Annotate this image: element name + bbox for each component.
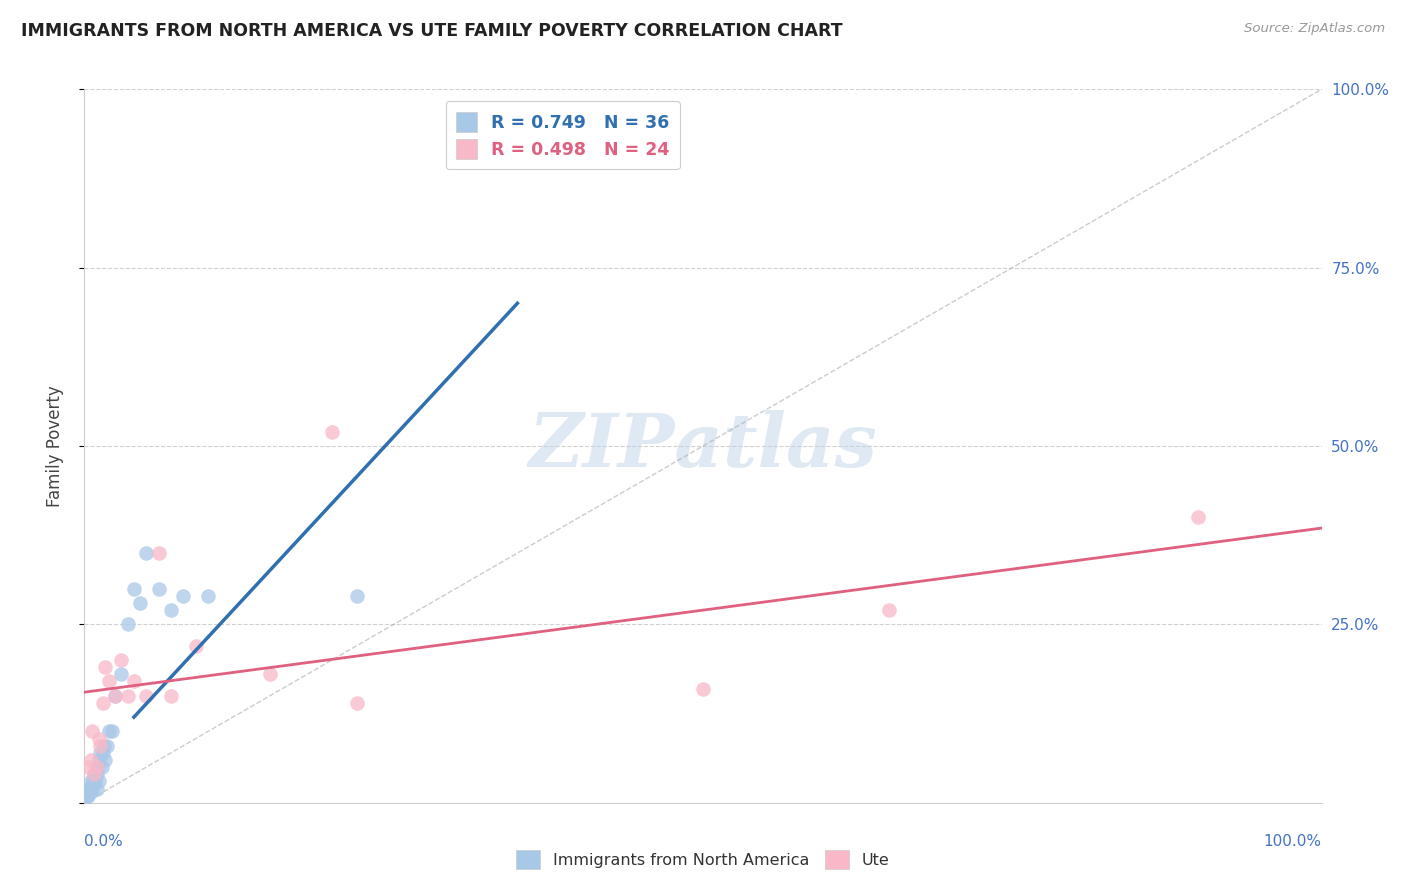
Point [83, 767, 105, 781]
Point [321, 425, 343, 439]
Point [79, 785, 101, 799]
Legend: Immigrants from North America, Ute: Immigrants from North America, Ute [508, 842, 898, 877]
Point [77, 760, 100, 774]
Point [96, 739, 118, 753]
Point [89, 731, 111, 746]
Point [110, 667, 132, 681]
Point [87, 760, 110, 774]
Text: ZIP​atlas: ZIP​atlas [529, 409, 877, 483]
Point [79, 753, 101, 767]
Point [160, 603, 183, 617]
Point [89, 739, 111, 753]
Point [1187, 510, 1209, 524]
Point [77, 781, 100, 796]
Point [86, 767, 108, 781]
Point [77, 789, 100, 803]
Text: IMMIGRANTS FROM NORTH AMERICA VS UTE FAMILY POVERTY CORRELATION CHART: IMMIGRANTS FROM NORTH AMERICA VS UTE FAM… [21, 22, 842, 40]
Point [80, 724, 103, 739]
Text: 0.0%: 0.0% [84, 834, 124, 849]
Point [80, 781, 103, 796]
Point [79, 781, 101, 796]
Point [86, 781, 108, 796]
Text: Source: ZipAtlas.com: Source: ZipAtlas.com [1244, 22, 1385, 36]
Point [91, 746, 114, 760]
Point [110, 653, 132, 667]
Point [160, 689, 183, 703]
Point [100, 724, 122, 739]
Point [94, 753, 117, 767]
Point [84, 774, 107, 789]
Point [98, 724, 121, 739]
Point [89, 753, 111, 767]
Point [197, 589, 219, 603]
Point [129, 596, 152, 610]
Point [135, 689, 157, 703]
Point [184, 639, 207, 653]
Point [122, 582, 145, 596]
Point [83, 767, 105, 781]
Point [346, 589, 368, 603]
Point [82, 778, 104, 792]
Point [75, 789, 97, 803]
Point [259, 667, 281, 681]
Point [76, 789, 98, 803]
Point [148, 582, 170, 596]
Y-axis label: Family Poverty: Family Poverty [45, 385, 63, 507]
Point [692, 681, 714, 696]
Point [877, 603, 900, 617]
Point [86, 760, 108, 774]
Text: 100.0%: 100.0% [1264, 834, 1322, 849]
Point [148, 546, 170, 560]
Point [94, 660, 117, 674]
Point [93, 739, 115, 753]
Point [122, 674, 145, 689]
Point [172, 589, 194, 603]
Point [117, 689, 139, 703]
Point [79, 774, 101, 789]
Point [91, 696, 114, 710]
Point [104, 689, 127, 703]
Point [346, 696, 368, 710]
Point [98, 674, 121, 689]
Point [117, 617, 139, 632]
Point [82, 774, 104, 789]
Point [135, 546, 157, 560]
Point [89, 774, 111, 789]
Point [104, 689, 127, 703]
Point [89, 746, 111, 760]
Point [90, 760, 112, 774]
